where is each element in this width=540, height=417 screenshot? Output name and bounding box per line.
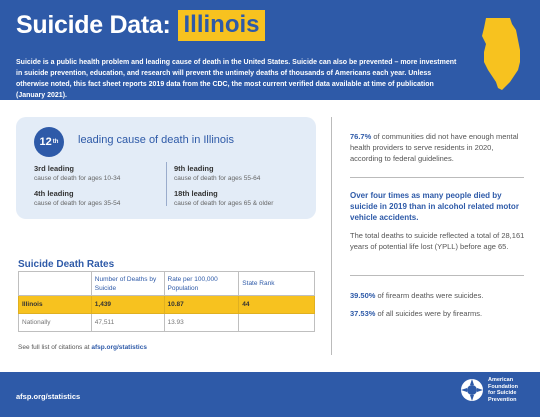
header-banner: Suicide Data: Illinois Suicide is a publ…: [0, 0, 540, 100]
fact-suicide-firearms: 37.53% of all suicides were by firearms.: [350, 308, 526, 319]
afsp-lifebuoy-icon: [461, 379, 483, 401]
fact-firearm-deaths: 39.50% of firearm deaths were suicides.: [350, 290, 526, 301]
stat-desc: cause of death for ages 65 & older: [174, 200, 274, 207]
org-line: American: [488, 377, 514, 383]
rank-suffix: th: [52, 139, 59, 145]
stat-lead: 18th leading: [174, 189, 218, 198]
state-name: Illinois: [178, 10, 265, 41]
table-cell: 10.87: [163, 295, 240, 314]
stat-lead: 4th leading: [34, 189, 74, 198]
table-header-cell: [18, 271, 92, 296]
table-cell: [238, 313, 315, 332]
stat-desc: cause of death for ages 10-34: [34, 175, 121, 182]
org-line: for Suicide: [488, 390, 517, 396]
footer-bar: afsp.org/statistics American Foundation …: [0, 372, 540, 417]
table-cell: Illinois: [18, 295, 92, 314]
stat-lead: 9th leading: [174, 164, 214, 173]
afsp-org-name: American Foundation for Suicide Preventi…: [488, 377, 518, 403]
rank-text: leading cause of death in Illinois: [78, 134, 234, 146]
illinois-map-icon: [482, 18, 520, 90]
fact-vehicle-comparison: Over four times as many people died by s…: [350, 191, 519, 222]
stat-item: 3rd leading cause of death for ages 10-3…: [34, 164, 120, 182]
table-cell: Nationally: [18, 313, 92, 332]
card-divider: [166, 162, 167, 206]
section-divider: [350, 275, 524, 276]
stat-item: 4th leading cause of death for ages 35-5…: [34, 189, 120, 207]
table-title: Suicide Death Rates: [18, 259, 115, 270]
table-header-row: Number of Deaths by Suicide Rate per 100…: [18, 271, 315, 296]
column-divider: [331, 117, 332, 355]
org-line: Prevention: [488, 396, 517, 403]
fact-firearm-deaths-text: of firearm deaths were suicides.: [375, 291, 484, 300]
table-cell: 13.93: [163, 313, 240, 332]
fact-providers: 76.7% of communities did not have enough…: [350, 131, 526, 164]
fact-ypll: The total deaths to suicide reflected a …: [350, 231, 525, 251]
table-header-cell: Rate per 100,000 Population: [163, 271, 240, 296]
fact-suicide-firearms-text: of all suicides were by firearms.: [375, 309, 483, 318]
table-cell: 44: [238, 295, 315, 314]
fact-suicide-firearms-value: 37.53%: [350, 309, 376, 318]
table-cell: 1,439: [90, 295, 165, 314]
stat-desc: cause of death for ages 55-64: [174, 175, 261, 182]
rank-number: 12: [39, 136, 52, 148]
footer-url[interactable]: afsp.org/statistics: [16, 392, 81, 401]
stat-desc: cause of death for ages 35-54: [34, 200, 121, 207]
title-row: Suicide Data: Illinois: [16, 10, 265, 41]
citation-link[interactable]: afsp.org/statistics: [91, 344, 147, 351]
page-title: Suicide Data:: [16, 11, 171, 39]
table-cell: 47,511: [90, 313, 165, 332]
stat-lead: 3rd leading: [34, 164, 75, 173]
citation-note: See full list of citations at afsp.org/s…: [18, 344, 147, 351]
section-divider: [350, 177, 524, 178]
table-row: Illinois 1,439 10.87 44: [18, 295, 315, 314]
stat-item: 18th leading cause of death for ages 65 …: [174, 189, 273, 207]
intro-paragraph: Suicide is a public health problem and l…: [16, 59, 457, 99]
death-rates-table: Number of Deaths by Suicide Rate per 100…: [18, 271, 315, 332]
org-line: Foundation: [488, 383, 518, 390]
table-row: Nationally 47,511 13.93: [18, 313, 315, 332]
table-header-cell: State Rank: [238, 271, 315, 296]
stat-item: 9th leading cause of death for ages 55-6…: [174, 164, 260, 182]
citation-prefix: See full list of citations at: [18, 344, 92, 351]
fact-firearm-deaths-value: 39.50%: [350, 291, 376, 300]
fact-providers-text: of communities did not have enough menta…: [350, 132, 519, 163]
fact-providers-value: 76.7%: [350, 132, 372, 141]
table-header-cell: Number of Deaths by Suicide: [90, 271, 165, 296]
